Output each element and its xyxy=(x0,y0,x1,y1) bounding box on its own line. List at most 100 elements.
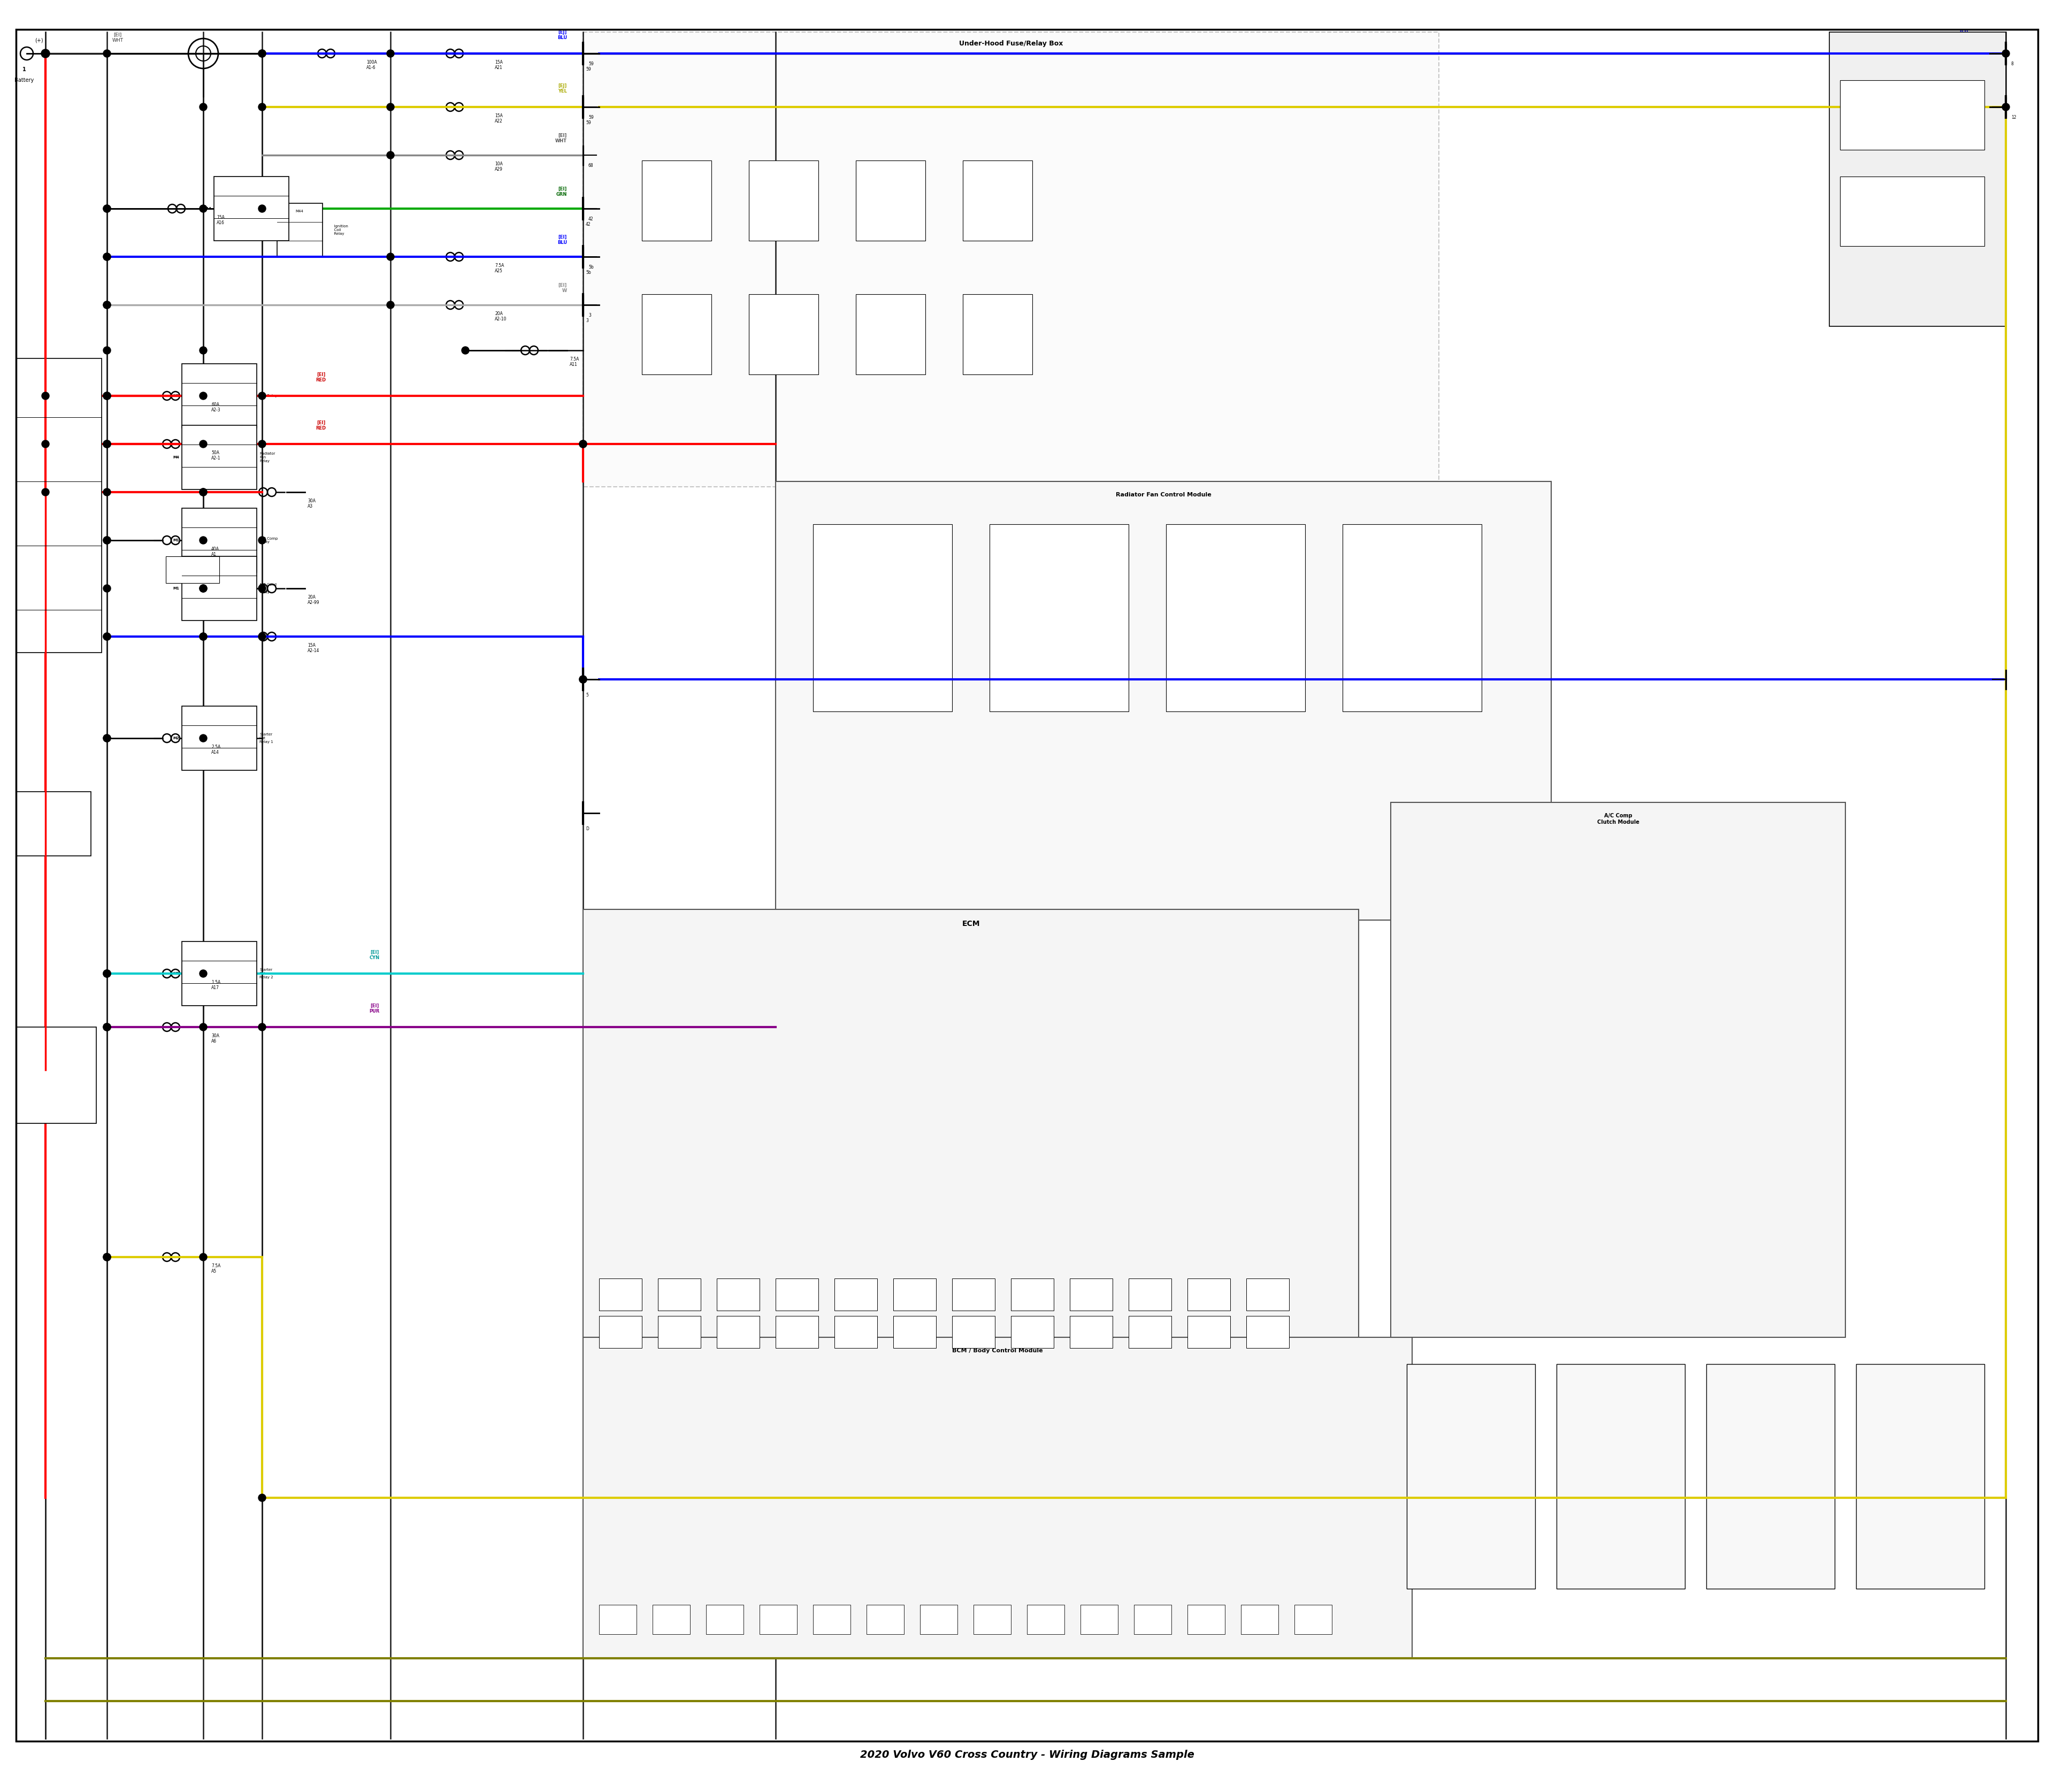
Bar xyxy=(717,1278,760,1310)
Text: 42: 42 xyxy=(585,222,592,228)
Circle shape xyxy=(259,392,265,400)
Circle shape xyxy=(103,1253,111,1262)
Text: Under-Hood Fuse/Relay Box: Under-Hood Fuse/Relay Box xyxy=(959,39,1062,47)
Text: Relay
5: Relay 5 xyxy=(672,332,682,337)
Circle shape xyxy=(199,633,207,640)
Text: Code B: Code B xyxy=(187,568,199,572)
Bar xyxy=(1167,525,1304,711)
Text: A/C Comp
Clutch Module: A/C Comp Clutch Module xyxy=(1596,814,1639,824)
Circle shape xyxy=(2003,50,2009,57)
Bar xyxy=(16,358,101,652)
Bar xyxy=(657,1278,700,1310)
Bar xyxy=(16,792,90,857)
Circle shape xyxy=(103,392,111,400)
Text: [EI]
W: [EI] W xyxy=(559,283,567,294)
Text: 1: 1 xyxy=(23,66,27,72)
Circle shape xyxy=(259,204,265,213)
Text: 15A
A16: 15A A16 xyxy=(216,215,224,226)
Circle shape xyxy=(199,104,207,111)
Circle shape xyxy=(103,441,111,448)
Bar xyxy=(1857,1364,1984,1590)
Text: M44: M44 xyxy=(296,210,304,213)
Bar xyxy=(1557,1364,1684,1590)
Text: CECM-11
Relay 1: CECM-11 Relay 1 xyxy=(1908,39,1929,50)
Circle shape xyxy=(103,969,111,977)
Bar xyxy=(1840,81,1984,151)
Circle shape xyxy=(103,204,111,213)
Circle shape xyxy=(199,584,207,591)
Text: D: D xyxy=(585,826,589,831)
Text: 59: 59 xyxy=(587,61,594,66)
Text: Ignition
Coil
Relay: Ignition Coil Relay xyxy=(292,202,306,213)
Text: Right
Front
Door: Right Front Door xyxy=(1616,1374,1625,1385)
Text: 2.5A
A14: 2.5A A14 xyxy=(212,745,220,754)
Circle shape xyxy=(259,50,265,57)
Text: Right
Rear
Door: Right Rear Door xyxy=(1916,1374,1925,1385)
Circle shape xyxy=(103,204,111,213)
Circle shape xyxy=(579,441,587,448)
Circle shape xyxy=(462,346,468,355)
Circle shape xyxy=(103,253,111,260)
Text: [EJ]
BLU: [EJ] BLU xyxy=(557,30,567,39)
Circle shape xyxy=(103,441,111,448)
Text: GND / BLK-YEL: GND / BLK-YEL xyxy=(996,1641,1037,1647)
Circle shape xyxy=(103,1253,111,1262)
Text: ECM: ECM xyxy=(961,919,980,928)
Text: 15A
A22: 15A A22 xyxy=(495,113,503,124)
Circle shape xyxy=(103,50,111,57)
Circle shape xyxy=(41,441,49,448)
Circle shape xyxy=(103,1023,111,1030)
Bar xyxy=(760,1606,797,1634)
Text: [EI]
BLU: [EI] BLU xyxy=(557,235,567,246)
Text: 7.5A
A25: 7.5A A25 xyxy=(495,263,503,274)
Circle shape xyxy=(103,633,111,640)
Circle shape xyxy=(386,301,394,308)
Text: 60A
A2-3: 60A A2-3 xyxy=(212,401,220,412)
Text: M2: M2 xyxy=(173,971,179,975)
Text: M1: M1 xyxy=(173,586,179,590)
Text: Battery: Battery xyxy=(14,77,33,82)
Bar xyxy=(1134,1606,1171,1634)
Bar xyxy=(1830,32,2007,326)
Bar xyxy=(641,161,711,240)
Bar xyxy=(990,525,1128,711)
Circle shape xyxy=(579,676,587,683)
Text: Relay
4: Relay 4 xyxy=(992,197,1002,204)
Circle shape xyxy=(199,735,207,742)
Bar xyxy=(1247,1315,1290,1348)
Bar xyxy=(1407,1364,1534,1590)
Text: A/C Cond
Fan
Relay: A/C Cond Fan Relay xyxy=(259,582,277,593)
Text: ECM /
Engine
Control
Module: ECM / Engine Control Module xyxy=(51,358,66,380)
Text: [EI]
RED: [EI] RED xyxy=(316,421,327,430)
Bar xyxy=(1187,1606,1224,1634)
Circle shape xyxy=(386,50,394,57)
Text: Starter
Solenoid: Starter Solenoid xyxy=(45,819,62,830)
Text: A/C Comp
Relay: A/C Comp Relay xyxy=(259,538,277,543)
Text: 7.5A
A5: 7.5A A5 xyxy=(212,1263,220,1274)
Bar xyxy=(963,294,1033,375)
Text: 5b: 5b xyxy=(587,265,594,269)
Bar xyxy=(857,294,926,375)
Text: 68: 68 xyxy=(587,163,594,168)
Text: 2020 Volvo V60 Cross Country - Wiring Diagrams Sample: 2020 Volvo V60 Cross Country - Wiring Di… xyxy=(861,1749,1193,1760)
Bar xyxy=(1343,525,1481,711)
Circle shape xyxy=(199,1253,207,1262)
Text: M4: M4 xyxy=(173,455,179,459)
Bar xyxy=(1707,1364,1834,1590)
Bar xyxy=(657,1315,700,1348)
Text: M3: M3 xyxy=(173,394,179,398)
Text: [EI]
WHT: [EI] WHT xyxy=(555,133,567,143)
Text: (+): (+) xyxy=(35,38,43,43)
Circle shape xyxy=(103,969,111,977)
Text: 15A
A2-14: 15A A2-14 xyxy=(308,643,320,654)
Circle shape xyxy=(103,392,111,400)
Circle shape xyxy=(259,633,265,640)
Bar xyxy=(183,941,257,1005)
Circle shape xyxy=(41,48,49,57)
Circle shape xyxy=(103,969,111,977)
Bar xyxy=(1187,1315,1230,1348)
Text: 12: 12 xyxy=(1999,120,2003,125)
Bar xyxy=(707,1606,744,1634)
Circle shape xyxy=(103,253,111,260)
Text: 5: 5 xyxy=(585,694,587,697)
